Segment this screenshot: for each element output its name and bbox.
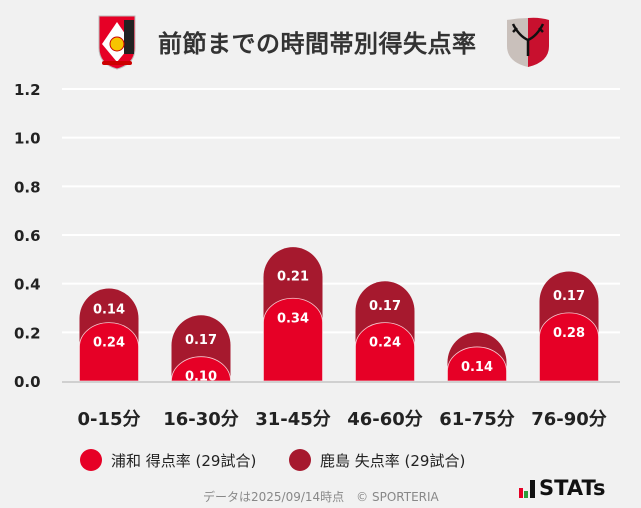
y-tick-label: 0.4 bbox=[14, 276, 41, 294]
y-tick-label: 1.0 bbox=[14, 130, 41, 148]
data-label-urawa: 0.24 bbox=[93, 336, 125, 351]
x-tick-label: 31-45分 bbox=[255, 409, 331, 430]
y-tick-label: 0.6 bbox=[14, 227, 41, 245]
legend-swatch-kashima bbox=[289, 449, 311, 471]
bar-urawa-score bbox=[263, 297, 323, 382]
bar-urawa-score bbox=[79, 322, 139, 382]
page-title: 前節までの時間帯別得失点率 bbox=[158, 30, 477, 58]
data-note: データは2025/09/14時点 © SPORTERIA bbox=[203, 490, 439, 504]
y-tick-label: 1.2 bbox=[14, 81, 41, 99]
data-label-urawa: 0.24 bbox=[369, 336, 401, 351]
x-tick-label: 16-30分 bbox=[163, 409, 239, 430]
urawa-reds-crest-icon bbox=[98, 15, 136, 70]
data-label-kashima: 0.14 bbox=[93, 303, 125, 318]
x-tick-label: 0-15分 bbox=[77, 409, 140, 430]
x-tick-label: 61-75分 bbox=[439, 409, 515, 430]
x-tick-label: 76-90分 bbox=[531, 409, 607, 430]
x-tick-label: 46-60分 bbox=[347, 409, 423, 430]
y-tick-label: 0.8 bbox=[14, 178, 41, 196]
legend-label-kashima: 鹿島 失点率 (29試合) bbox=[320, 451, 466, 470]
legend-item-kashima: 鹿島 失点率 (29試合) bbox=[289, 449, 465, 471]
data-label-kashima: 0.21 bbox=[277, 270, 309, 285]
bar-urawa-score bbox=[171, 356, 231, 382]
data-label-kashima: 0.17 bbox=[553, 289, 585, 304]
y-tick-label: 0.2 bbox=[14, 324, 41, 342]
data-label-urawa: 0.28 bbox=[553, 326, 585, 341]
bar-chart: 0.0 0.2 0.4 0.6 0.8 1.0 1.2 0.14 0.24 0-15分 0.17 0.… bbox=[14, 81, 620, 430]
kashima-antlers-crest-icon bbox=[507, 17, 549, 67]
data-label-kashima: 0.17 bbox=[185, 333, 217, 348]
data-label-urawa: 0.10 bbox=[185, 370, 217, 385]
data-label-urawa: 0.14 bbox=[461, 360, 493, 375]
stats-bars-icon bbox=[519, 480, 535, 498]
legend-item-urawa: 浦和 得点率 (29試合) bbox=[80, 449, 256, 471]
bar-urawa-score bbox=[447, 346, 507, 382]
bar-urawa-score bbox=[539, 312, 599, 382]
data-label-urawa: 0.34 bbox=[277, 311, 309, 326]
y-tick-label: 0.0 bbox=[14, 373, 41, 391]
bar-urawa-score bbox=[355, 322, 415, 382]
legend-swatch-urawa bbox=[80, 449, 102, 471]
data-label-kashima: 0.17 bbox=[369, 299, 401, 314]
legend-label-urawa: 浦和 得点率 (29試合) bbox=[111, 451, 257, 470]
stats-logo: STATs bbox=[519, 478, 605, 499]
